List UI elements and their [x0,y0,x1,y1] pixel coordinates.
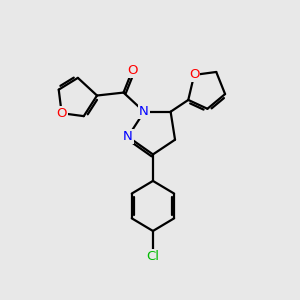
Text: O: O [56,107,67,120]
Text: O: O [127,64,138,77]
Text: N: N [139,105,149,118]
Text: Cl: Cl [146,250,159,263]
Text: N: N [123,130,133,143]
Text: O: O [189,68,200,81]
